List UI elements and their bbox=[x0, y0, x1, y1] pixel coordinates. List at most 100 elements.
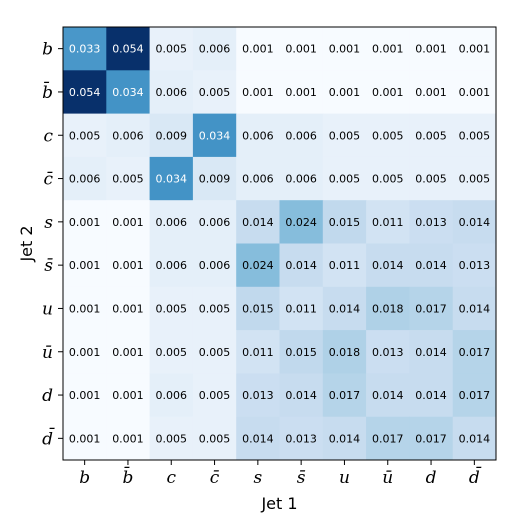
y-tick-label-0: b bbox=[42, 40, 53, 60]
heatmap-value-r2-c0: 0.005 bbox=[69, 129, 101, 142]
heatmap-value-r4-c3: 0.006 bbox=[199, 216, 231, 229]
y-tick-label-1: b̄ bbox=[42, 80, 53, 103]
heatmap-cell-r8-c5 bbox=[279, 373, 324, 418]
heatmap-cell-r0-c0 bbox=[63, 27, 107, 71]
heatmap-value-r1-c2: 0.006 bbox=[156, 86, 188, 99]
heatmap-value-r7-c8: 0.014 bbox=[415, 346, 447, 359]
heatmap-cell-r3-c1 bbox=[106, 156, 151, 201]
heatmap-value-r5-c4: 0.024 bbox=[242, 259, 274, 272]
heatmap-value-r7-c3: 0.005 bbox=[199, 346, 231, 359]
heatmap-value-r9-c0: 0.001 bbox=[69, 432, 101, 445]
heatmap-cell-r5-c5 bbox=[279, 243, 324, 288]
heatmap-cell-r5-c1 bbox=[106, 243, 151, 288]
heatmap-value-r8-c8: 0.014 bbox=[415, 389, 447, 402]
heatmap-value-r1-c3: 0.005 bbox=[199, 86, 231, 99]
heatmap-value-r5-c0: 0.001 bbox=[69, 259, 101, 272]
heatmap-value-r1-c4: 0.001 bbox=[242, 86, 274, 99]
heatmap-value-r1-c9: 0.001 bbox=[459, 86, 491, 99]
heatmap-value-r4-c9: 0.014 bbox=[459, 216, 491, 229]
heatmap-value-r9-c3: 0.005 bbox=[199, 432, 231, 445]
heatmap-value-r3-c8: 0.005 bbox=[415, 173, 447, 186]
x-tick-label-7: ū bbox=[382, 468, 393, 488]
heatmap-cell-r1-c4 bbox=[236, 70, 280, 115]
heatmap-cell-r4-c9 bbox=[452, 200, 497, 244]
heatmap-value-r0-c3: 0.006 bbox=[199, 43, 231, 56]
heatmap-cell-r8-c2 bbox=[149, 373, 194, 418]
heatmap-cell-r9-c5 bbox=[279, 416, 324, 461]
heatmap-cell-r6-c8 bbox=[409, 286, 454, 331]
heatmap-value-r0-c6: 0.001 bbox=[329, 43, 361, 56]
heatmap-value-r5-c9: 0.013 bbox=[459, 259, 491, 272]
heatmap-cell-r9-c2 bbox=[149, 416, 194, 461]
heatmap-cell-r6-c6 bbox=[322, 286, 367, 331]
x-tick-label-5: s̄ bbox=[297, 468, 306, 488]
heatmap-value-r8-c0: 0.001 bbox=[69, 389, 101, 402]
heatmap-value-r6-c3: 0.005 bbox=[199, 302, 231, 315]
heatmap-cell-r4-c6 bbox=[322, 200, 367, 244]
heatmap-cell-r2-c8 bbox=[409, 113, 454, 158]
heatmap-value-r4-c1: 0.001 bbox=[112, 216, 144, 229]
heatmap-value-r0-c9: 0.001 bbox=[459, 43, 491, 56]
heatmap-value-r6-c7: 0.018 bbox=[372, 302, 404, 315]
heatmap-cell-r9-c8 bbox=[409, 416, 454, 461]
heatmap-value-r3-c4: 0.006 bbox=[242, 173, 274, 186]
y-tick-label-3: c̄ bbox=[43, 170, 53, 190]
heatmap-cell-r7-c8 bbox=[409, 330, 454, 374]
heatmap-cell-r8-c0 bbox=[63, 373, 107, 418]
y-tick-label-2: c bbox=[43, 126, 53, 146]
heatmap-cells bbox=[63, 27, 497, 461]
heatmap-cell-r3-c5 bbox=[279, 156, 324, 201]
heatmap-value-r8-c9: 0.017 bbox=[459, 389, 491, 402]
heatmap-cell-r0-c3 bbox=[192, 27, 237, 71]
heatmap-value-r6-c6: 0.014 bbox=[329, 302, 361, 315]
heatmap-cell-r5-c4 bbox=[236, 243, 280, 288]
heatmap-value-r4-c5: 0.024 bbox=[285, 216, 317, 229]
heatmap-cell-r3-c8 bbox=[409, 156, 454, 201]
heatmap-value-r5-c2: 0.006 bbox=[156, 259, 188, 272]
heatmap-cell-r8-c9 bbox=[452, 373, 497, 418]
heatmap-cell-r1-c8 bbox=[409, 70, 454, 115]
x-tick-label-4: s bbox=[253, 468, 262, 488]
heatmap-cell-r7-c2 bbox=[149, 330, 194, 374]
heatmap-cell-r3-c2 bbox=[149, 156, 194, 201]
x-axis-title: Jet 1 bbox=[260, 494, 297, 513]
heatmap-cell-r9-c7 bbox=[366, 416, 410, 461]
heatmap-cell-r2-c7 bbox=[366, 113, 410, 158]
heatmap-cell-r2-c1 bbox=[106, 113, 151, 158]
heatmap-cell-r1-c0 bbox=[63, 70, 107, 115]
heatmap-cell-r5-c2 bbox=[149, 243, 194, 288]
heatmap-value-r9-c7: 0.017 bbox=[372, 432, 404, 445]
y-tick-label-7: ū bbox=[42, 343, 53, 363]
heatmap-cell-r1-c1 bbox=[106, 70, 151, 115]
heatmap-value-r4-c4: 0.014 bbox=[242, 216, 274, 229]
heatmap-cell-r8-c7 bbox=[366, 373, 410, 418]
x-tick-label-0: b bbox=[79, 468, 90, 488]
y-axis-title: Jet 2 bbox=[17, 225, 36, 262]
heatmap-value-r2-c2: 0.009 bbox=[156, 129, 188, 142]
heatmap-cell-r9-c6 bbox=[322, 416, 367, 461]
x-tick-label-8: d bbox=[426, 468, 437, 488]
heatmap-value-r7-c1: 0.001 bbox=[112, 346, 144, 359]
heatmap-cell-r5-c6 bbox=[322, 243, 367, 288]
heatmap-cell-r7-c6 bbox=[322, 330, 367, 374]
x-tick-label-1: b̄ bbox=[123, 465, 134, 488]
heatmap-cell-r4-c7 bbox=[366, 200, 410, 244]
x-axis-ticks: b b̄ c c̄ s s̄ u ū d d̄ bbox=[79, 460, 482, 488]
heatmap-cell-r1-c6 bbox=[322, 70, 367, 115]
heatmap-cell-r0-c8 bbox=[409, 27, 454, 71]
heatmap-value-r9-c4: 0.014 bbox=[242, 432, 274, 445]
heatmap-cell-r5-c8 bbox=[409, 243, 454, 288]
heatmap-value-r0-c0: 0.033 bbox=[69, 43, 101, 56]
heatmap-cell-r1-c7 bbox=[366, 70, 410, 115]
heatmap-cell-r8-c8 bbox=[409, 373, 454, 418]
heatmap-cell-r9-c9 bbox=[452, 416, 497, 461]
x-tick-label-3: c̄ bbox=[210, 468, 220, 488]
heatmap-cell-r2-c5 bbox=[279, 113, 324, 158]
heatmap-value-r4-c6: 0.015 bbox=[329, 216, 361, 229]
heatmap-value-r7-c4: 0.011 bbox=[242, 346, 274, 359]
heatmap-cell-r8-c3 bbox=[192, 373, 237, 418]
heatmap-value-r8-c1: 0.001 bbox=[112, 389, 144, 402]
y-tick-label-8: d bbox=[42, 386, 53, 406]
heatmap-value-r9-c5: 0.013 bbox=[285, 432, 317, 445]
heatmap-cell-r2-c0 bbox=[63, 113, 107, 158]
